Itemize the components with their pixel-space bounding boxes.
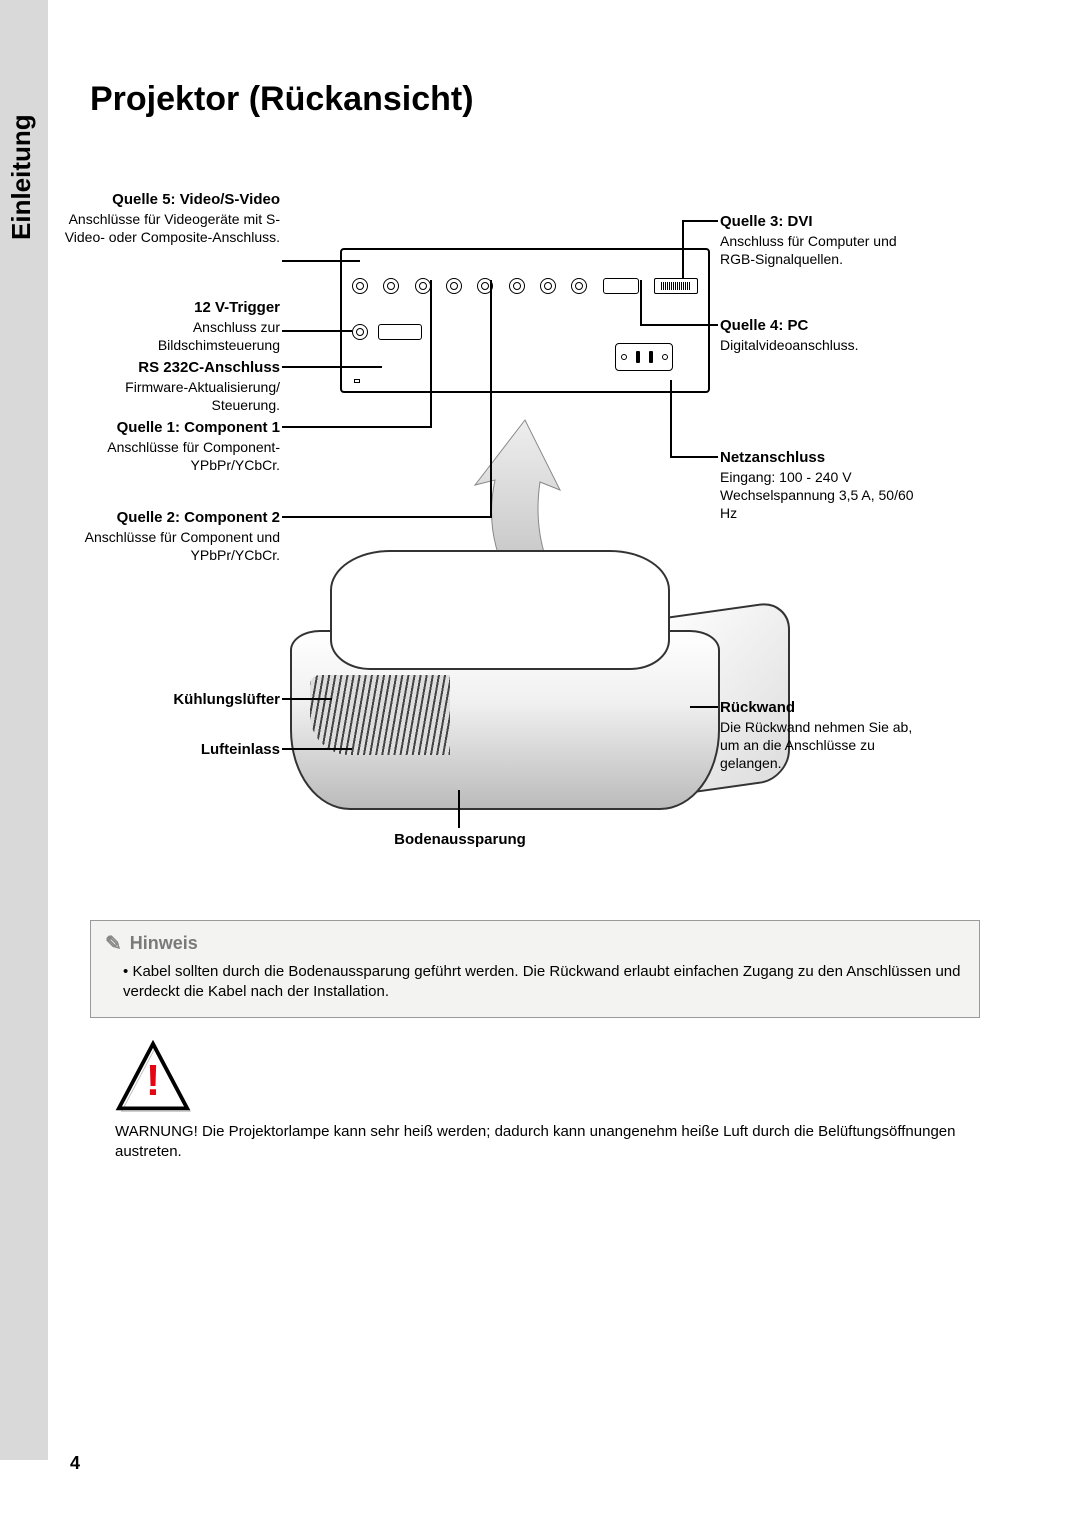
port-svideo (383, 278, 399, 294)
port-rgbhd (603, 278, 639, 294)
port-comp1-pb (446, 278, 462, 294)
callout-rs232: RS 232C-Anschluss Firmware-Aktualisierun… (90, 358, 280, 414)
rear-panel (340, 248, 710, 393)
callout-foot: Bodenaussparung (360, 830, 560, 850)
projector-illustration (290, 540, 760, 860)
page-number: 4 (70, 1453, 80, 1474)
callout-q3: Quelle 3: DVI Anschluss für Computer und… (720, 212, 920, 268)
callout-q4: Quelle 4: PC Digitalvideoanschluss. (720, 316, 920, 354)
callout-back: Rückwand Die Rückwand nehmen Sie ab, um … (720, 698, 930, 772)
label-box (354, 379, 360, 383)
callout-trigger: 12 V-Trigger Anschluss zur Bildschimsteu… (100, 298, 280, 354)
callout-q1: Quelle 1: Component 1 Anschlüsse für Com… (60, 418, 280, 474)
port-trigger (352, 324, 368, 340)
port-rs232 (378, 324, 422, 340)
note-box: ✎ Hinweis • Kabel sollten durch die Bode… (90, 920, 980, 1018)
callout-power: Netzanschluss Eingang: 100 - 240 V Wechs… (720, 448, 930, 522)
warning-text: WARNUNG! Die Projektorlampe kann sehr he… (115, 1122, 975, 1163)
note-text: Kabel sollten durch die Bodenaussparung … (123, 963, 961, 1000)
hand-icon: ✎ (105, 931, 122, 956)
port-video (352, 278, 368, 294)
note-heading: Hinweis (130, 933, 198, 954)
port-comp2-pb (540, 278, 556, 294)
bullet-icon: • (123, 963, 128, 980)
warning-block: ! WARNUNG! Die Projektorlampe kann sehr … (115, 1040, 975, 1163)
warning-icon: ! (115, 1040, 191, 1116)
power-socket (615, 343, 673, 371)
callout-q5: Quelle 5: Video/S-Video Anschlüsse für V… (60, 190, 280, 246)
callout-q2: Quelle 2: Component 2 Anschlüsse für Com… (60, 508, 280, 564)
callout-fan: Kühlungslüfter (120, 690, 280, 710)
svg-text:!: ! (146, 1056, 161, 1105)
port-comp1-y (415, 278, 431, 294)
diagram: Quelle 5: Video/S-Video Anschlüsse für V… (60, 190, 980, 890)
section-label: Einleitung (6, 114, 37, 240)
page-title: Projektor (Rückansicht) (90, 80, 474, 119)
port-comp2-pr (571, 278, 587, 294)
port-comp2-y (509, 278, 525, 294)
port-dvi (654, 278, 698, 294)
callout-air: Lufteinlass (140, 740, 280, 760)
